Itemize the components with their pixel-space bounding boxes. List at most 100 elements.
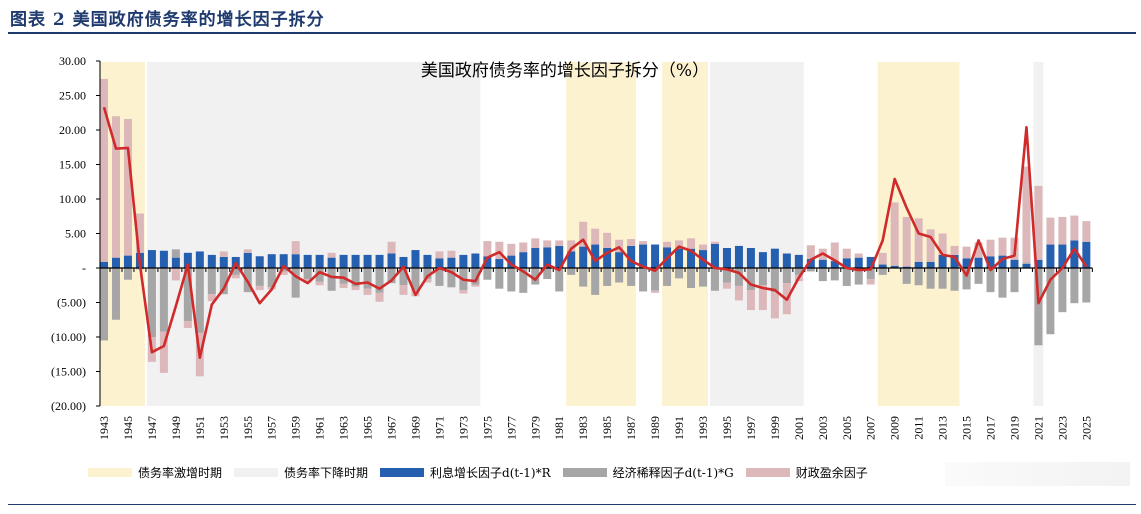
bar-interest bbox=[627, 245, 636, 268]
bar-growth bbox=[782, 268, 791, 284]
bar-growth bbox=[291, 268, 300, 298]
bar-fiscal bbox=[579, 221, 588, 247]
y-tick-label: (5.00) bbox=[57, 296, 86, 310]
x-tick-label: 1949 bbox=[169, 416, 183, 440]
bar-fiscal bbox=[495, 241, 504, 260]
x-tick-label: 1957 bbox=[265, 416, 279, 440]
bar-growth bbox=[998, 268, 1007, 298]
bar-growth bbox=[123, 268, 132, 280]
bar-fiscal bbox=[687, 238, 696, 249]
bar-growth bbox=[1022, 262, 1031, 264]
bar-growth bbox=[818, 268, 827, 282]
period-rising bbox=[566, 62, 637, 406]
bar-interest bbox=[171, 257, 180, 268]
bar-growth bbox=[866, 268, 875, 280]
bar-growth bbox=[327, 268, 336, 291]
bar-growth bbox=[219, 268, 228, 295]
bar-fiscal bbox=[950, 245, 959, 255]
x-tick-label: 2013 bbox=[936, 416, 950, 440]
legend-item-growth: 经济稀释因子d(t-1)*G bbox=[562, 464, 734, 481]
bar-fiscal bbox=[435, 251, 444, 259]
bar-interest bbox=[579, 246, 588, 268]
y-tick-label: 5.00 bbox=[65, 227, 86, 241]
x-tick-label: 1965 bbox=[361, 416, 375, 440]
bar-growth bbox=[363, 268, 372, 289]
bar-growth bbox=[746, 268, 755, 291]
x-tick-label: 1979 bbox=[528, 416, 542, 440]
legend-swatch bbox=[234, 468, 279, 477]
bar-fiscal bbox=[339, 283, 348, 289]
bar-fiscal bbox=[926, 229, 935, 262]
bar-growth bbox=[195, 268, 204, 333]
legend-label: 债务率激增时期 bbox=[138, 466, 223, 480]
bottom-rule bbox=[8, 504, 1136, 505]
x-tick-label: 2007 bbox=[864, 416, 878, 440]
bar-growth bbox=[914, 268, 923, 286]
x-tick-label: 1963 bbox=[337, 416, 351, 440]
bar-interest bbox=[830, 261, 839, 268]
x-tick-label: 1989 bbox=[648, 416, 662, 440]
bar-interest bbox=[567, 251, 576, 268]
bar-fiscal bbox=[866, 279, 875, 285]
bar-growth bbox=[663, 268, 672, 286]
bar-growth bbox=[986, 268, 995, 293]
bar-fiscal bbox=[1022, 166, 1031, 263]
bar-interest bbox=[147, 250, 156, 268]
bar-growth bbox=[375, 268, 384, 293]
bar-fiscal bbox=[746, 290, 755, 311]
bar-interest bbox=[195, 251, 204, 268]
legend-swatch bbox=[88, 468, 132, 477]
x-tick-label: 1943 bbox=[97, 416, 111, 440]
bar-growth bbox=[231, 268, 240, 275]
x-tick-label: 2017 bbox=[984, 416, 998, 440]
bar-growth bbox=[950, 268, 959, 291]
bar-growth bbox=[111, 268, 120, 320]
bar-interest bbox=[267, 254, 276, 268]
bar-fiscal bbox=[1046, 217, 1055, 245]
bar-fiscal bbox=[375, 292, 384, 302]
bar-interest bbox=[111, 257, 120, 268]
bar-growth bbox=[842, 268, 851, 286]
bar-interest bbox=[1070, 240, 1079, 268]
x-tick-label: 1981 bbox=[552, 416, 566, 440]
bar-interest bbox=[938, 254, 947, 268]
bar-fiscal bbox=[459, 290, 468, 294]
bar-fiscal bbox=[663, 241, 672, 248]
bar-growth bbox=[627, 268, 636, 286]
bar-interest bbox=[495, 259, 504, 268]
y-tick-label: 30.00 bbox=[59, 54, 86, 68]
bar-growth bbox=[147, 268, 156, 337]
bar-growth bbox=[1046, 268, 1055, 335]
bar-interest bbox=[123, 255, 132, 268]
bar-growth bbox=[794, 268, 803, 275]
bar-fiscal bbox=[159, 331, 168, 373]
y-tick-label: 20.00 bbox=[59, 123, 86, 137]
x-tick-label: 1947 bbox=[145, 416, 159, 440]
bar-interest bbox=[926, 261, 935, 268]
x-tick-label: 1951 bbox=[193, 416, 207, 440]
legend-swatch bbox=[380, 468, 425, 477]
bar-fiscal bbox=[938, 233, 947, 255]
x-tick-label: 1997 bbox=[744, 416, 758, 440]
bar-interest bbox=[794, 254, 803, 268]
bar-fiscal bbox=[183, 321, 192, 329]
bar-interest bbox=[986, 256, 995, 268]
bar-interest bbox=[183, 252, 192, 268]
bar-interest bbox=[746, 247, 755, 268]
bar-growth bbox=[651, 268, 660, 291]
bar-interest bbox=[950, 254, 959, 268]
bar-fiscal bbox=[639, 241, 648, 245]
x-tick-label: 1993 bbox=[696, 416, 710, 440]
bar-growth bbox=[279, 268, 288, 272]
bar-growth bbox=[687, 268, 696, 289]
bar-interest bbox=[375, 254, 384, 268]
bar-growth bbox=[495, 268, 504, 289]
bar-growth bbox=[890, 265, 899, 266]
bar-fiscal bbox=[483, 241, 492, 257]
bar-fiscal bbox=[363, 288, 372, 295]
bar-growth bbox=[399, 268, 408, 286]
bar-interest bbox=[890, 265, 899, 268]
bar-growth bbox=[615, 268, 624, 283]
bar-growth bbox=[543, 268, 552, 280]
